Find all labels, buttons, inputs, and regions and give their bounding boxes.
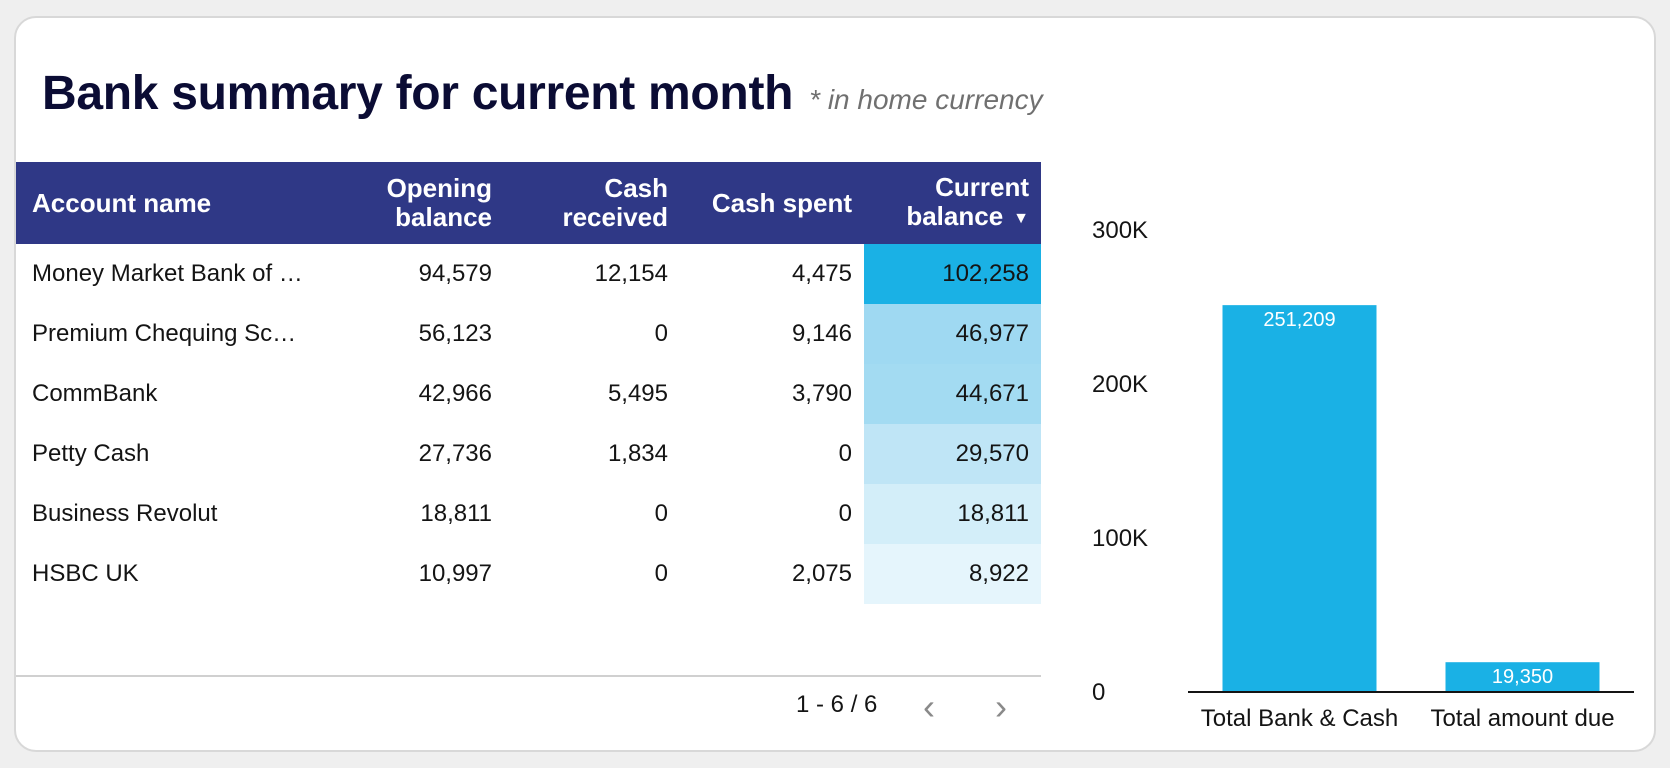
column-header-cash-received[interactable]: Cash received xyxy=(504,162,680,244)
current-balance-cell: 18,811 xyxy=(864,484,1041,544)
cash-spent-cell: 0 xyxy=(838,440,852,467)
bar[interactable] xyxy=(1445,662,1600,692)
pagination-label: 1 - 6 / 6 xyxy=(796,691,878,718)
table-row[interactable]: Petty Cash 27,736 1,834 0 29,570 xyxy=(16,424,1041,484)
x-category-label: Total amount due xyxy=(1430,705,1614,732)
table-row[interactable]: CommBank 42,966 5,495 3,790 44,671 xyxy=(16,364,1041,424)
column-header-cash-spent[interactable]: Cash spent xyxy=(680,162,864,244)
x-category-label: Total Bank & Cash xyxy=(1201,705,1398,732)
pagination-divider xyxy=(16,675,1041,677)
opening-balance-cell: 18,811 xyxy=(420,500,492,527)
current-balance-cell: 44,671 xyxy=(864,364,1041,424)
account-name-cell: Money Market Bank of … xyxy=(32,260,303,287)
y-tick-label: 100K xyxy=(1092,525,1148,552)
column-header-account-name[interactable]: Account name xyxy=(16,162,316,244)
cash-received-cell: 5,495 xyxy=(607,380,668,407)
current-balance-cell: 29,570 xyxy=(864,424,1041,484)
table-body: Money Market Bank of … 94,579 12,154 4,475 1… xyxy=(16,244,1041,604)
bar[interactable] xyxy=(1222,305,1377,692)
column-header-current-balance[interactable]: Current balance ▼ xyxy=(864,162,1041,244)
table-row[interactable]: Premium Chequing Sc… 56,123 0 9,146 46,977 xyxy=(16,304,1041,364)
bank-summary-table: Account name Opening balance Cash received… xyxy=(16,162,1041,604)
bar-value-label: 251,209 xyxy=(1263,309,1335,331)
cash-received-cell: 0 xyxy=(654,500,668,527)
chevron-right-icon[interactable]: › xyxy=(995,686,1007,727)
cash-received-cell: 0 xyxy=(654,320,668,347)
cash-received-cell: 1,834 xyxy=(607,440,668,467)
page-title: Bank summary for current month xyxy=(42,67,794,120)
totals-bar-chart: 0 100K 200K 300K 251,209 Total Bank & Cash 19,… xyxy=(1092,217,1634,732)
current-balance-cell: 8,922 xyxy=(864,544,1041,604)
cash-spent-cell: 9,146 xyxy=(791,320,852,347)
cash-received-cell: 12,154 xyxy=(594,260,668,287)
current-balance-cell: 46,977 xyxy=(864,304,1041,364)
bar-value-label: 19,350 xyxy=(1492,666,1553,688)
opening-balance-cell: 10,997 xyxy=(418,560,492,587)
table-row[interactable]: HSBC UK 10,997 0 2,075 8,922 xyxy=(16,544,1041,604)
account-name-cell: Premium Chequing Sc… xyxy=(32,320,297,347)
cash-spent-cell: 0 xyxy=(838,500,852,527)
account-name-cell: Business Revolut xyxy=(32,500,218,527)
account-name-cell: CommBank xyxy=(32,380,158,407)
current-balance-cell: 102,258 xyxy=(864,244,1041,304)
opening-balance-cell: 42,966 xyxy=(418,380,492,407)
opening-balance-cell: 94,579 xyxy=(418,260,492,287)
account-name-cell: HSBC UK xyxy=(32,560,139,587)
cash-spent-cell: 3,790 xyxy=(791,380,852,407)
account-name-cell: Petty Cash xyxy=(32,440,150,467)
y-tick-label: 300K xyxy=(1092,217,1148,244)
y-tick-label: 0 xyxy=(1092,679,1105,706)
chevron-left-icon[interactable]: ‹ xyxy=(923,686,935,727)
title-row: Bank summary for current month * in home… xyxy=(42,66,1043,121)
sort-descending-icon[interactable]: ▼ xyxy=(1013,209,1029,227)
cash-spent-cell: 4,475 xyxy=(791,260,852,287)
cash-spent-cell: 2,075 xyxy=(791,560,852,587)
table-header-row: Account name Opening balance Cash received… xyxy=(16,162,1041,244)
y-tick-label: 200K xyxy=(1092,371,1148,398)
opening-balance-cell: 56,123 xyxy=(418,320,492,347)
column-header-opening-balance[interactable]: Opening balance xyxy=(316,162,504,244)
currency-note: * in home currency xyxy=(809,84,1043,115)
bank-summary-card: Bank summary for current month * in home… xyxy=(14,16,1656,752)
opening-balance-cell: 27,736 xyxy=(418,440,492,467)
table-row[interactable]: Money Market Bank of … 94,579 12,154 4,475 1… xyxy=(16,244,1041,304)
table-row[interactable]: Business Revolut 18,811 0 0 18,811 xyxy=(16,484,1041,544)
cash-received-cell: 0 xyxy=(654,560,668,587)
